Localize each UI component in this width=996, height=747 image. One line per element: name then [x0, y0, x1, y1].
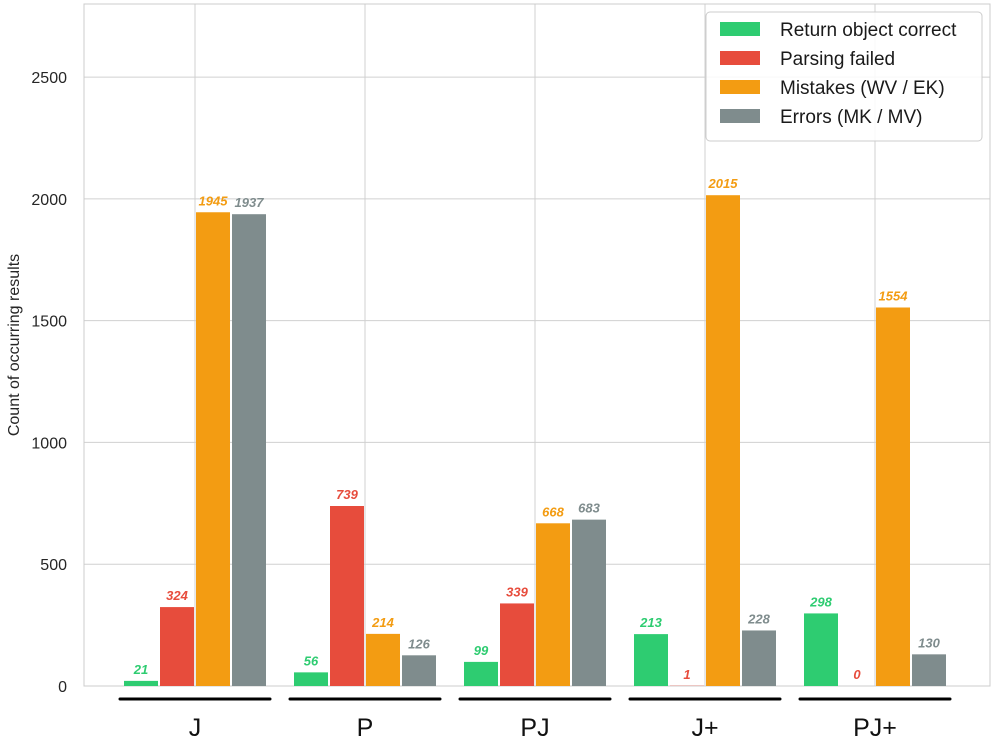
bar — [572, 519, 606, 686]
bar — [634, 634, 668, 686]
y-tick-label: 2000 — [31, 192, 67, 209]
bar — [124, 680, 158, 686]
data-label: 99 — [474, 643, 489, 658]
bar — [402, 655, 436, 686]
bar — [196, 212, 230, 686]
data-label: 130 — [918, 635, 940, 650]
data-label: 683 — [578, 501, 600, 516]
legend-label: Errors (MK / MV) — [780, 107, 923, 128]
bar — [330, 506, 364, 686]
data-label: 1554 — [879, 288, 909, 303]
data-label: 298 — [809, 594, 832, 609]
category-label: PJ+ — [853, 714, 897, 742]
y-tick-label: 1000 — [31, 435, 67, 452]
legend: Return object correct Parsing failed Mista… — [705, 11, 983, 142]
legend-swatch — [720, 109, 760, 123]
data-labels: 21 324 1945 1937 56 739 214 126 99 339 668 683 213 1 2… — [133, 176, 941, 682]
bar — [912, 654, 946, 686]
legend-label: Return object correct — [780, 20, 957, 41]
data-label: 0 — [853, 667, 861, 682]
legend-label: Parsing failed — [780, 49, 895, 70]
data-label: 339 — [506, 584, 528, 599]
data-label: 56 — [304, 653, 319, 668]
y-axis-ticks: 0 500 1000 1500 2000 2500 — [31, 70, 67, 696]
y-tick-label: 1500 — [31, 314, 67, 331]
category-label: P — [357, 714, 374, 742]
bar — [876, 307, 910, 686]
data-label: 2015 — [708, 176, 739, 191]
category-label: J+ — [691, 714, 718, 742]
data-label: 213 — [639, 615, 662, 630]
bars — [124, 195, 946, 687]
y-tick-label: 2500 — [31, 70, 67, 87]
category-label: PJ — [520, 714, 549, 742]
bar — [500, 603, 534, 686]
legend-swatch — [720, 51, 760, 65]
bar — [232, 214, 266, 686]
y-axis-label: Count of occurring results — [6, 254, 23, 436]
bar — [160, 607, 194, 686]
bar — [706, 195, 740, 687]
legend-box — [705, 11, 983, 142]
data-label: 1937 — [235, 195, 265, 210]
bar — [366, 633, 400, 686]
data-label: 228 — [747, 611, 770, 626]
data-label: 668 — [542, 504, 564, 519]
category-label: J — [189, 714, 202, 742]
data-label: 126 — [408, 636, 430, 651]
category-axis: J P PJ J+ PJ+ — [118, 697, 952, 742]
y-tick-label: 0 — [58, 679, 67, 696]
data-label: 1 — [683, 667, 690, 682]
y-tick-label: 500 — [40, 557, 67, 574]
bar — [742, 630, 776, 686]
data-label: 324 — [166, 588, 188, 603]
data-label: 214 — [371, 615, 394, 630]
bar — [804, 613, 838, 686]
legend-swatch — [720, 22, 760, 36]
data-label: 1945 — [199, 193, 229, 208]
bar — [294, 672, 328, 686]
legend-swatch — [720, 80, 760, 94]
data-label: 21 — [133, 662, 148, 677]
bar — [536, 523, 570, 686]
legend-label: Mistakes (WV / EK) — [780, 78, 945, 99]
bar — [464, 661, 498, 686]
data-label: 739 — [336, 487, 358, 502]
